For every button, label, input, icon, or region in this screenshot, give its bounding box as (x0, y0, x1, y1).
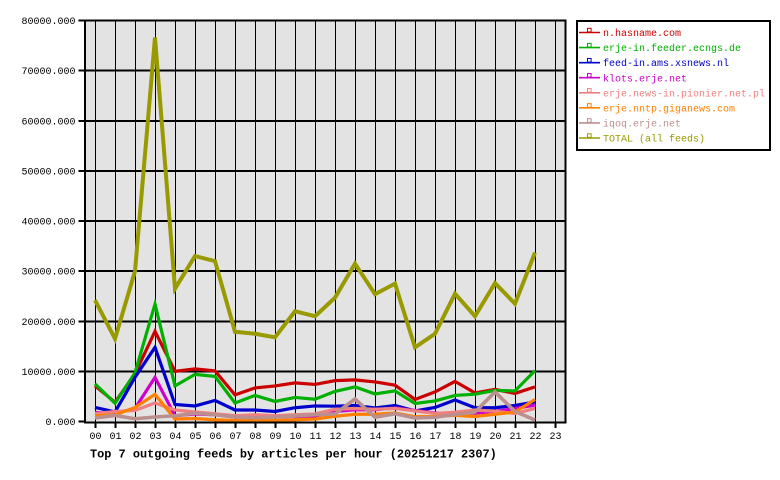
svg-text:klots.erje.net: klots.erje.net (603, 73, 687, 85)
svg-text:19: 19 (469, 432, 481, 443)
svg-text:TOTAL (all feeds): TOTAL (all feeds) (603, 134, 705, 146)
svg-text:01: 01 (109, 432, 121, 443)
svg-text:iqoq.erje.net: iqoq.erje.net (603, 119, 681, 131)
svg-text:80000.000: 80000.000 (21, 17, 75, 28)
svg-text:11: 11 (309, 432, 321, 443)
svg-text:n.hasname.com: n.hasname.com (603, 28, 681, 40)
svg-text:02: 02 (129, 432, 141, 443)
svg-text:17: 17 (429, 432, 441, 443)
svg-text:0.000: 0.000 (45, 418, 75, 429)
svg-text:09: 09 (269, 432, 281, 443)
svg-text:16: 16 (409, 432, 421, 443)
svg-text:15: 15 (389, 432, 401, 443)
svg-text:18: 18 (449, 432, 461, 443)
svg-text:40000.000: 40000.000 (21, 218, 75, 229)
svg-text:14: 14 (369, 432, 381, 443)
svg-text:12: 12 (329, 432, 341, 443)
svg-text:08: 08 (249, 432, 261, 443)
svg-text:21: 21 (509, 432, 521, 443)
svg-text:erje.nntp.giganews.com: erje.nntp.giganews.com (603, 103, 735, 115)
svg-text:feed-in.ams.xsnews.nl: feed-in.ams.xsnews.nl (603, 58, 729, 70)
svg-text:10000.000: 10000.000 (21, 368, 75, 379)
svg-text:06: 06 (209, 432, 221, 443)
svg-text:10: 10 (289, 432, 301, 443)
svg-text:Top 7 outgoing feeds by articl: Top 7 outgoing feeds by articles per hou… (90, 448, 497, 462)
svg-text:22: 22 (529, 432, 541, 443)
svg-text:04: 04 (169, 432, 181, 443)
svg-text:20: 20 (489, 432, 501, 443)
svg-text:05: 05 (189, 432, 201, 443)
svg-text:erje.news-in.pionier.net.pl: erje.news-in.pionier.net.pl (603, 88, 765, 100)
svg-text:70000.000: 70000.000 (21, 67, 75, 78)
svg-text:07: 07 (229, 432, 241, 443)
svg-text:30000.000: 30000.000 (21, 268, 75, 279)
svg-text:00: 00 (89, 432, 101, 443)
svg-text:03: 03 (149, 432, 161, 443)
svg-text:50000.000: 50000.000 (21, 167, 75, 178)
svg-text:20000.000: 20000.000 (21, 318, 75, 329)
svg-text:60000.000: 60000.000 (21, 117, 75, 128)
svg-text:13: 13 (349, 432, 361, 443)
svg-text:erje-in.feeder.ecngs.de: erje-in.feeder.ecngs.de (603, 43, 741, 55)
svg-text:23: 23 (549, 432, 561, 443)
